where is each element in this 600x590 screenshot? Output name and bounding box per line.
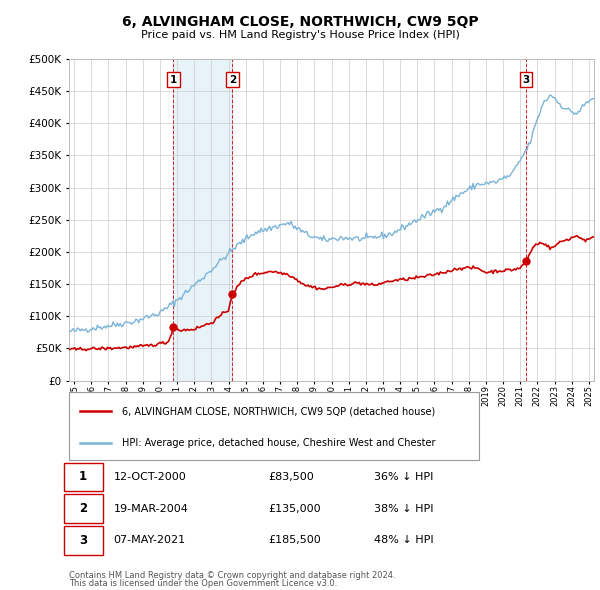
Text: 07-MAY-2021: 07-MAY-2021 [113, 536, 186, 545]
Text: £135,000: £135,000 [269, 504, 321, 513]
Text: 48% ↓ HPI: 48% ↓ HPI [373, 536, 433, 545]
Text: £185,500: £185,500 [269, 536, 321, 545]
Text: HPI: Average price, detached house, Cheshire West and Chester: HPI: Average price, detached house, Ches… [121, 438, 435, 448]
Text: 1: 1 [79, 470, 87, 483]
FancyBboxPatch shape [64, 463, 103, 491]
Text: 38% ↓ HPI: 38% ↓ HPI [373, 504, 433, 513]
FancyBboxPatch shape [69, 392, 479, 460]
Text: 6, ALVINGHAM CLOSE, NORTHWICH, CW9 5QP: 6, ALVINGHAM CLOSE, NORTHWICH, CW9 5QP [122, 15, 478, 29]
Text: 12-OCT-2000: 12-OCT-2000 [113, 472, 187, 481]
Text: This data is licensed under the Open Government Licence v3.0.: This data is licensed under the Open Gov… [69, 579, 337, 588]
Text: 19-MAR-2004: 19-MAR-2004 [113, 504, 188, 513]
Bar [173, 59, 232, 381]
Text: 3: 3 [79, 534, 87, 547]
Text: 36% ↓ HPI: 36% ↓ HPI [373, 472, 433, 481]
Text: £83,500: £83,500 [269, 472, 314, 481]
Text: Price paid vs. HM Land Registry's House Price Index (HPI): Price paid vs. HM Land Registry's House … [140, 30, 460, 40]
FancyBboxPatch shape [64, 526, 103, 555]
Text: 1: 1 [170, 74, 177, 84]
Text: Contains HM Land Registry data © Crown copyright and database right 2024.: Contains HM Land Registry data © Crown c… [69, 571, 395, 580]
FancyBboxPatch shape [64, 494, 103, 523]
Text: 6, ALVINGHAM CLOSE, NORTHWICH, CW9 5QP (detached house): 6, ALVINGHAM CLOSE, NORTHWICH, CW9 5QP (… [121, 407, 435, 417]
Text: 2: 2 [79, 502, 87, 515]
Text: 2: 2 [229, 74, 236, 84]
Text: 3: 3 [523, 74, 530, 84]
